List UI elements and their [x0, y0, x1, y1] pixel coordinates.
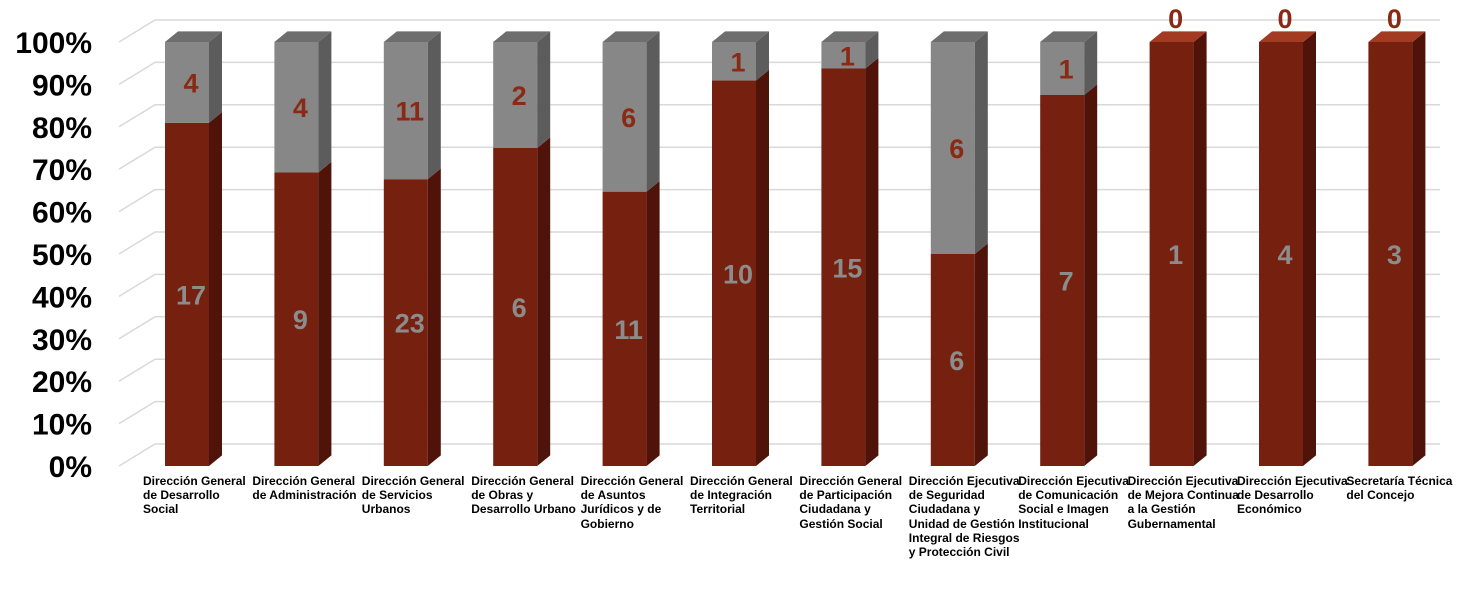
x-category-label: Dirección Ejecutiva de Seguridad Ciudada… — [908, 474, 1020, 560]
bar-segment — [821, 31, 879, 69]
bar-segment — [274, 31, 332, 173]
bar-top — [602, 31, 660, 42]
bar-segment — [602, 180, 660, 466]
gridline — [118, 61, 1440, 86]
gridline — [118, 443, 1440, 467]
x-category-label: Dirección General de Participación Ciuda… — [799, 474, 903, 531]
bar-segment — [493, 137, 551, 466]
gridline — [118, 358, 1440, 382]
data-label: 6 — [621, 103, 636, 133]
data-label: 0 — [1277, 4, 1292, 34]
bar-top — [165, 31, 222, 42]
y-tick-label: 0% — [49, 451, 92, 484]
data-label: 10 — [723, 259, 753, 289]
bar-top — [1368, 31, 1426, 42]
y-axis: 0% 10% 20% 30% 40% 50% 60% 70% 80% 90% 100% — [15, 27, 92, 484]
y-tick-label: 50% — [32, 239, 92, 272]
gridline — [118, 19, 1440, 43]
x-category-label: Dirección General de Servicios Urbanos — [361, 474, 465, 517]
data-label: 23 — [395, 309, 425, 339]
y-tick-label: 100% — [15, 27, 92, 60]
data-label: 3 — [1387, 240, 1402, 270]
y-tick-label: 40% — [32, 281, 92, 314]
data-label: 1 — [1168, 240, 1183, 270]
bar-top — [821, 31, 879, 42]
x-category-label: Dirección General de Asuntos Jurídicos y… — [580, 474, 684, 531]
data-label: 1 — [1059, 55, 1074, 85]
y-tick-label: 10% — [32, 409, 92, 442]
y-tick-label: 80% — [32, 112, 92, 145]
bar-top — [930, 31, 988, 42]
data-label: 6 — [949, 346, 964, 376]
y-tick-label: 70% — [32, 154, 92, 187]
bar-top — [274, 31, 332, 42]
gridline — [118, 146, 1440, 170]
data-label: 4 — [1277, 240, 1292, 270]
x-category-label: Dirección Ejecutiva de Mejora Continua a… — [1127, 474, 1239, 531]
bar-segment — [383, 31, 441, 180]
data-label: 7 — [1059, 267, 1074, 297]
bar-top — [383, 31, 441, 42]
bar-segment — [930, 31, 988, 255]
data-label: 0 — [1387, 4, 1402, 34]
bar-top — [493, 31, 551, 42]
gridline — [118, 104, 1440, 128]
bar-segment — [274, 161, 332, 466]
gridline — [118, 188, 1440, 213]
gridline — [118, 273, 1440, 298]
bar-segment — [165, 31, 222, 123]
gridline — [118, 316, 1440, 340]
y-tick-label: 90% — [32, 69, 92, 102]
x-category-label: Dirección General de Administración — [252, 474, 357, 503]
bar-segment — [493, 31, 551, 149]
bar-top — [712, 31, 769, 42]
bar-top — [1040, 31, 1098, 42]
data-label: 2 — [512, 81, 527, 111]
bar-segment — [1149, 31, 1207, 467]
bar-segment — [712, 69, 769, 467]
data-label: 17 — [176, 280, 206, 310]
x-category-label: Dirección Ejecutiva de Desarrollo Económ… — [1237, 474, 1348, 517]
data-label: 4 — [293, 93, 308, 123]
data-label: 9 — [293, 305, 308, 335]
y-tick-label: 30% — [32, 324, 92, 357]
y-tick-label: 20% — [32, 366, 92, 399]
x-category-label: Dirección Ejecutiva de Comunicación Soci… — [1018, 474, 1129, 531]
x-category-label: Secretaría Técnica del Concejo — [1346, 474, 1453, 503]
bar-segment — [1040, 84, 1098, 466]
bar-segment — [165, 112, 222, 467]
data-label: 1 — [840, 41, 855, 71]
data-label: 1 — [730, 47, 745, 77]
bar-segment — [1259, 31, 1316, 467]
data-label: 11 — [396, 97, 425, 127]
gridline — [118, 400, 1440, 425]
bar-segment — [1368, 31, 1426, 467]
bar-segment — [712, 31, 769, 81]
x-category-label: Dirección General de Obras y Desarrollo … — [471, 474, 576, 517]
bar-top — [1149, 31, 1207, 42]
data-label: 0 — [1168, 4, 1183, 34]
x-category-label: Dirección General de Desarrollo Social — [143, 474, 246, 517]
bars — [165, 31, 1426, 467]
bar-segment — [930, 243, 988, 466]
bar-segment — [821, 57, 879, 467]
data-label: 15 — [832, 253, 862, 283]
data-label: 6 — [512, 293, 527, 323]
bar-segment — [1040, 31, 1098, 95]
y-tick-label: 60% — [32, 197, 92, 230]
data-label: 6 — [949, 134, 964, 164]
x-category-label: Dirección General de Integración Territo… — [690, 474, 793, 517]
gridline — [118, 231, 1440, 255]
bar-segment — [383, 168, 441, 467]
data-label: 4 — [183, 68, 198, 98]
data-label: 11 — [614, 315, 643, 345]
bar-segment — [602, 31, 660, 192]
bar-top — [1259, 31, 1316, 42]
gridlines — [118, 19, 1440, 467]
